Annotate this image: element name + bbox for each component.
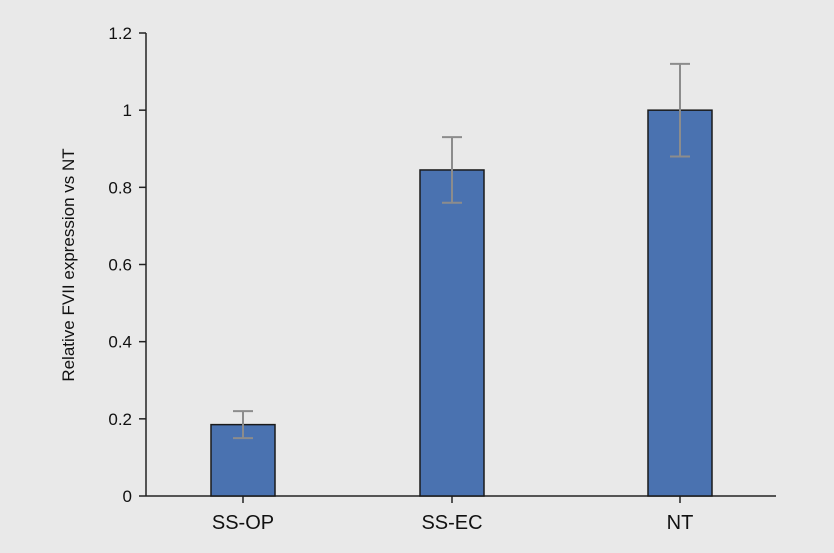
y-tick-label: 0.8	[108, 178, 132, 197]
x-axis: SS-OP SS-EC NT	[146, 495, 776, 534]
x-category-label: SS-EC	[421, 512, 482, 534]
y-axis: 0 0.2 0.4 0.6 0.8 1 1.2	[108, 24, 147, 506]
y-tick-label: 0	[123, 487, 132, 506]
y-tick-label: 1.2	[108, 24, 132, 43]
error-bar-ss-op	[233, 410, 253, 440]
y-tick-label: 0.4	[108, 333, 132, 352]
bar-nt	[647, 109, 713, 497]
error-bar-nt	[670, 62, 690, 158]
x-category-label: NT	[667, 512, 694, 534]
error-bar-ss-ec	[442, 136, 462, 204]
x-category-label: SS-OP	[212, 512, 274, 534]
y-axis-title: Relative FVII expression vs NT	[59, 148, 78, 381]
y-tick-label: 1	[123, 101, 132, 120]
error-bars	[233, 62, 690, 440]
bar-ss-ec	[419, 169, 485, 497]
bars	[210, 109, 713, 497]
y-tick-label: 0.2	[108, 410, 132, 429]
y-tick-label: 0.6	[108, 256, 132, 275]
